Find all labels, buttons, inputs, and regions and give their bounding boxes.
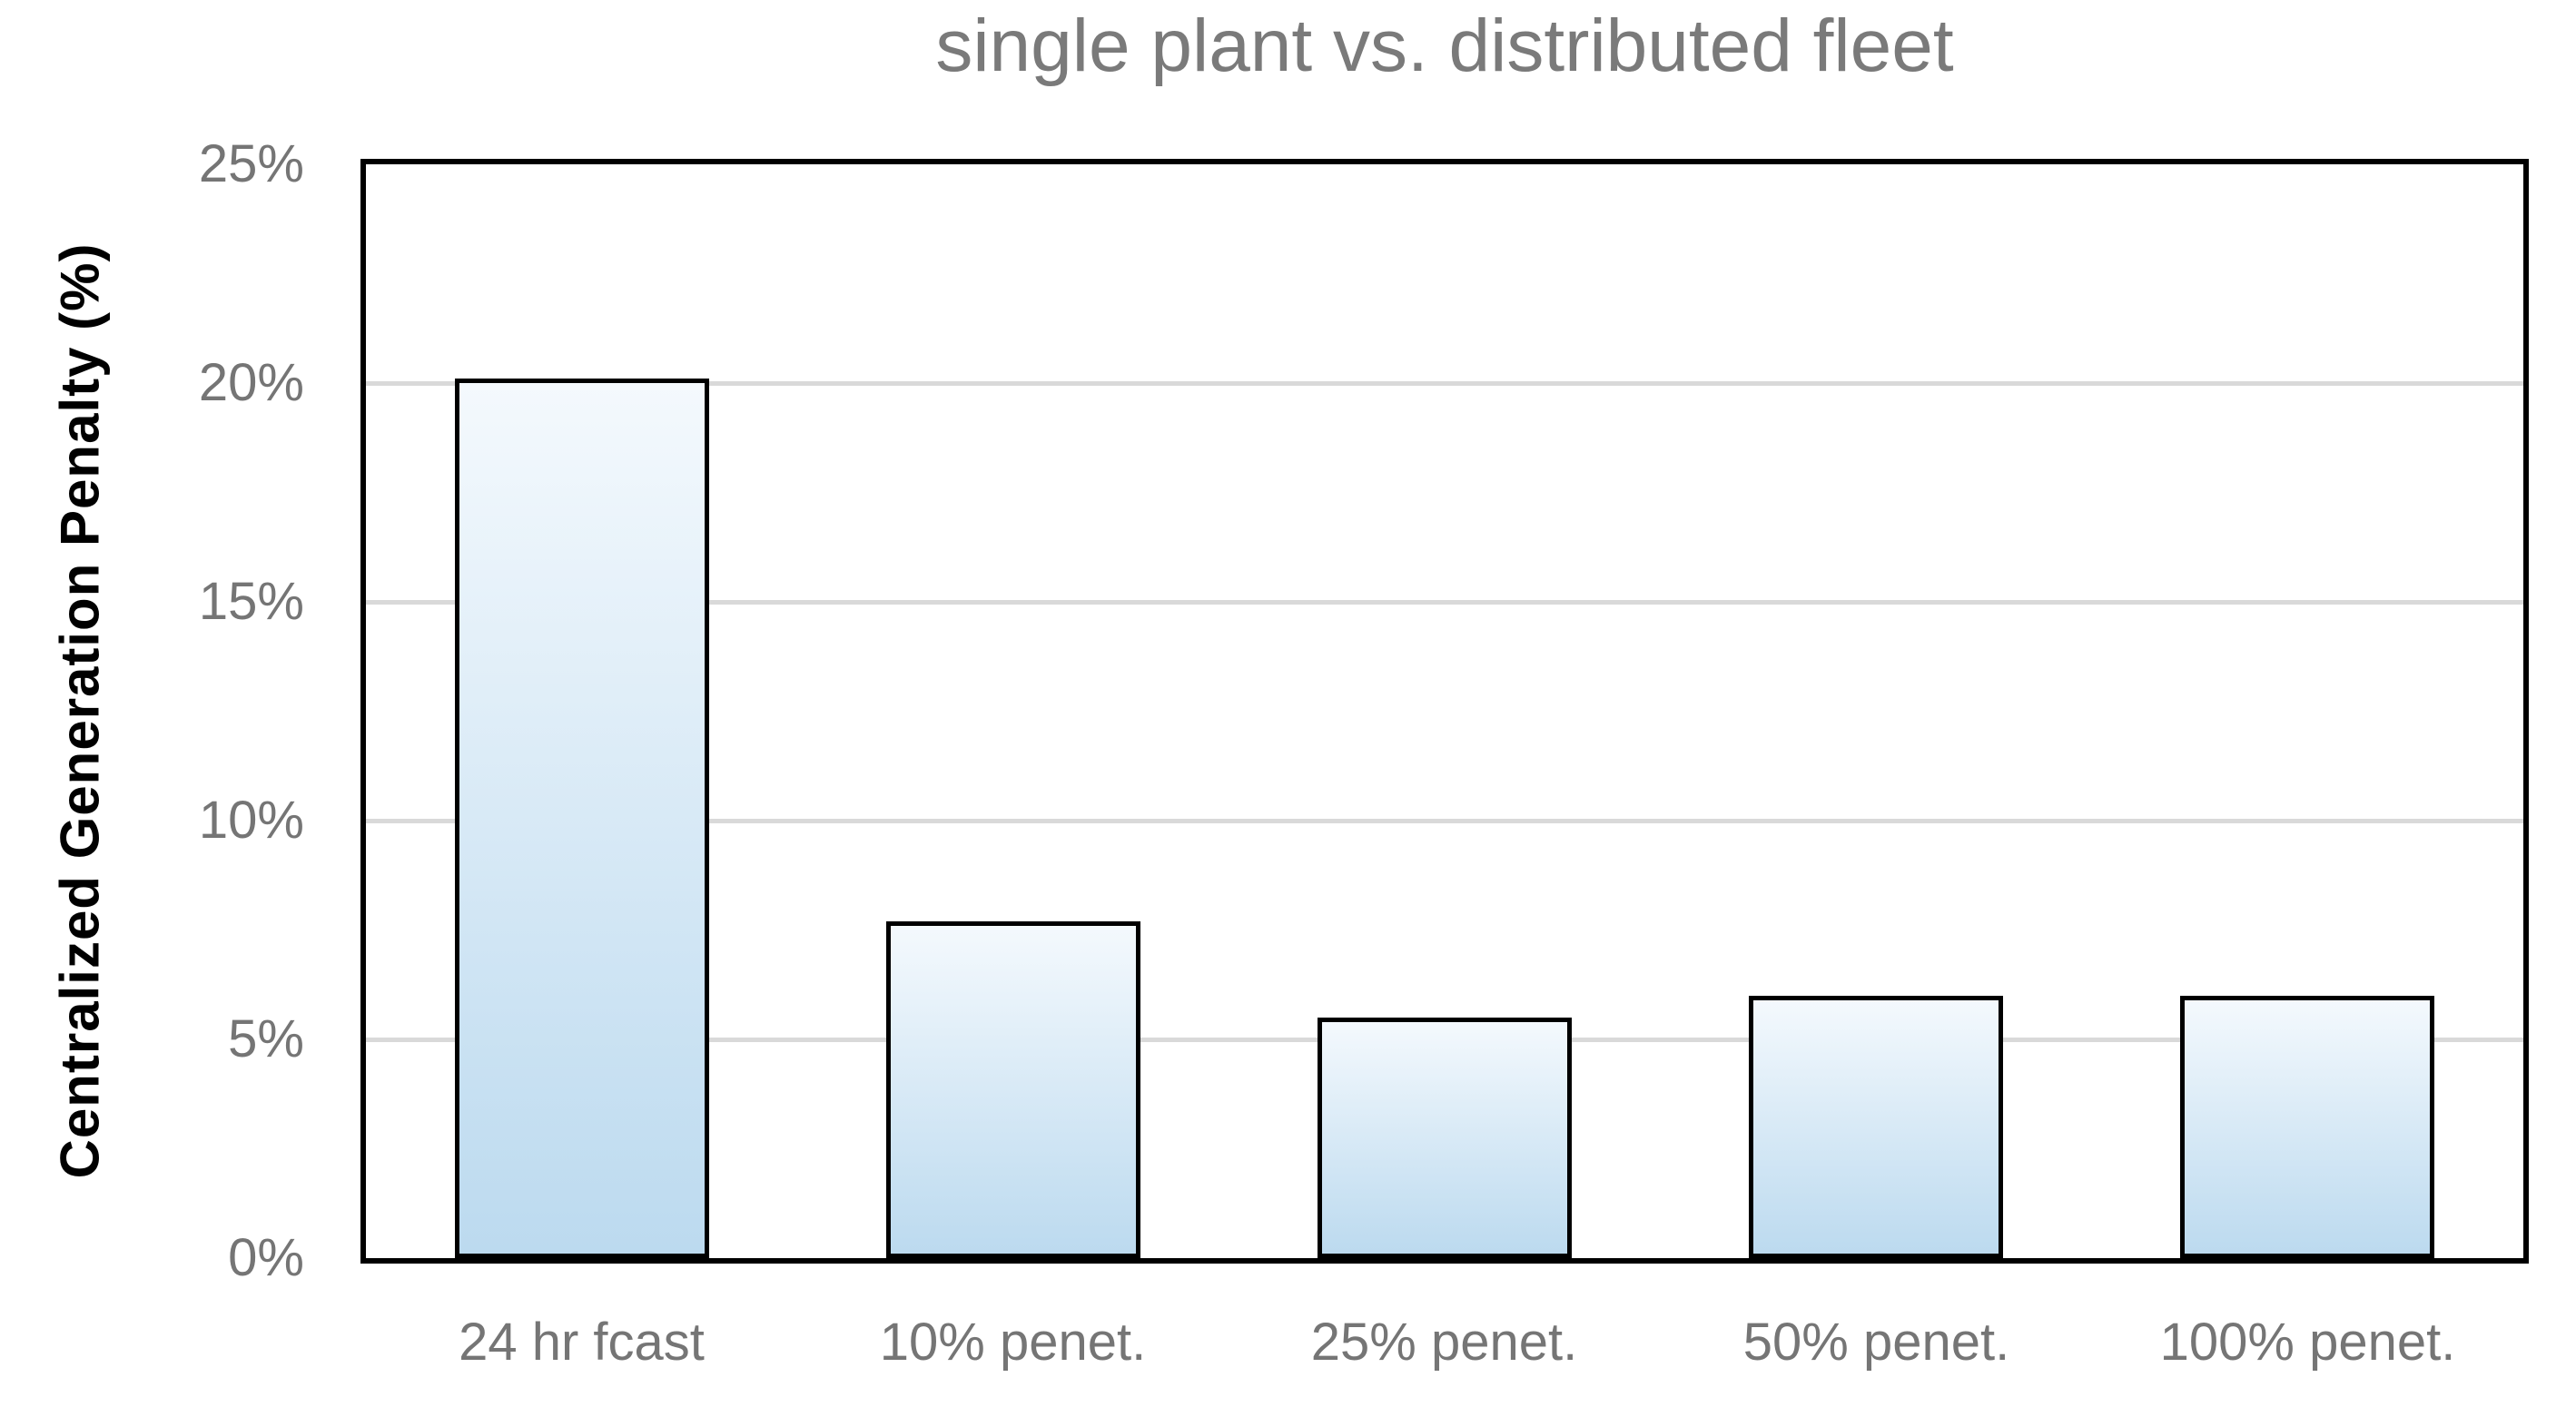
gridline: [366, 380, 2523, 386]
bar: [1749, 996, 2003, 1258]
x-tick-label: 25% penet.: [1310, 1313, 1578, 1372]
y-tick-label: 0%: [228, 1228, 304, 1287]
y-tick-label: 25%: [198, 134, 304, 193]
y-tick-label: 5%: [228, 1009, 304, 1068]
x-tick-label: 50% penet.: [1742, 1313, 2010, 1372]
y-tick-label: 20%: [198, 353, 304, 412]
gridline: [366, 818, 2523, 823]
y-tick-label: 15%: [198, 572, 304, 631]
bar: [1318, 1018, 1572, 1258]
chart-title: single plant vs. distributed fleet: [935, 5, 1954, 87]
plot-area: [360, 159, 2529, 1264]
gridline: [366, 599, 2523, 605]
bar: [886, 921, 1140, 1258]
x-tick-label: 10% penet.: [879, 1313, 1147, 1372]
x-tick-label: 24 hr fcast: [459, 1313, 705, 1372]
y-tick-label: 10%: [198, 791, 304, 850]
bar: [455, 379, 709, 1258]
x-tick-label: 100% penet.: [2159, 1313, 2456, 1372]
bar: [2180, 996, 2434, 1258]
